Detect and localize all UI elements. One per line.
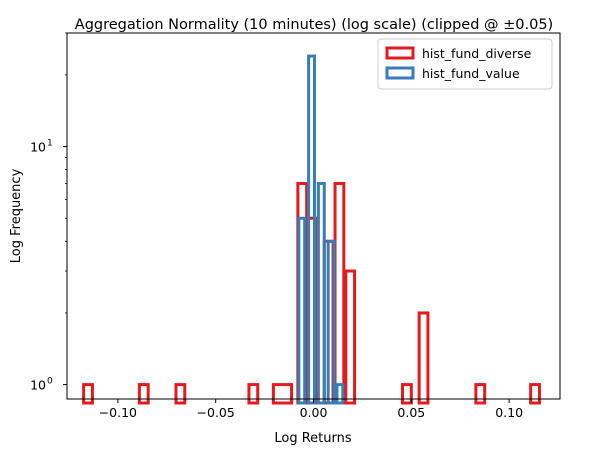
x-tick-label: 0.05 xyxy=(397,405,425,420)
plot-bars xyxy=(82,54,541,405)
histogram-bar xyxy=(529,383,541,405)
y-tick-exponent: 0 xyxy=(47,377,53,387)
legend-swatch xyxy=(385,66,415,80)
histogram-bar xyxy=(474,383,487,405)
y-tick-exponent: 1 xyxy=(47,139,53,149)
x-axis-label: Log Returns xyxy=(274,431,351,446)
legend-label: hist_fund_diverse xyxy=(422,46,532,61)
y-tick-label: 10 xyxy=(30,378,46,393)
histogram-bar xyxy=(326,239,336,405)
chart-title: Aggregation Normality (10 minutes) (log … xyxy=(75,17,553,33)
legend-box xyxy=(377,38,553,90)
histogram-bar xyxy=(335,383,345,405)
y-axis-label: Log Frequency xyxy=(9,168,24,263)
histogram-bar xyxy=(137,383,150,405)
x-axis-ticks: −0.10 −0.05 0.00 0.05 0.10 xyxy=(99,399,523,420)
x-tick-label: 0.10 xyxy=(495,405,523,420)
histogram-bar xyxy=(401,383,413,405)
x-tick-label: −0.05 xyxy=(197,405,235,420)
legend: hist_fund_diverse hist_fund_value xyxy=(377,38,553,90)
x-tick-label: −0.10 xyxy=(99,405,137,420)
histogram-bar xyxy=(82,383,94,405)
histogram-bar xyxy=(174,383,187,405)
legend-swatch xyxy=(385,46,415,60)
histogram-bar xyxy=(417,311,430,405)
histogram-bar xyxy=(247,383,260,405)
y-tick-label: 10 xyxy=(30,140,46,155)
legend-label: hist_fund_value xyxy=(422,66,520,81)
histogram-bar xyxy=(297,216,307,405)
x-tick-label: 0.00 xyxy=(300,405,328,420)
histogram-bar xyxy=(271,383,294,405)
histogram-bar xyxy=(307,54,316,405)
histogram-bar xyxy=(316,181,326,405)
histogram-bar xyxy=(344,269,357,405)
